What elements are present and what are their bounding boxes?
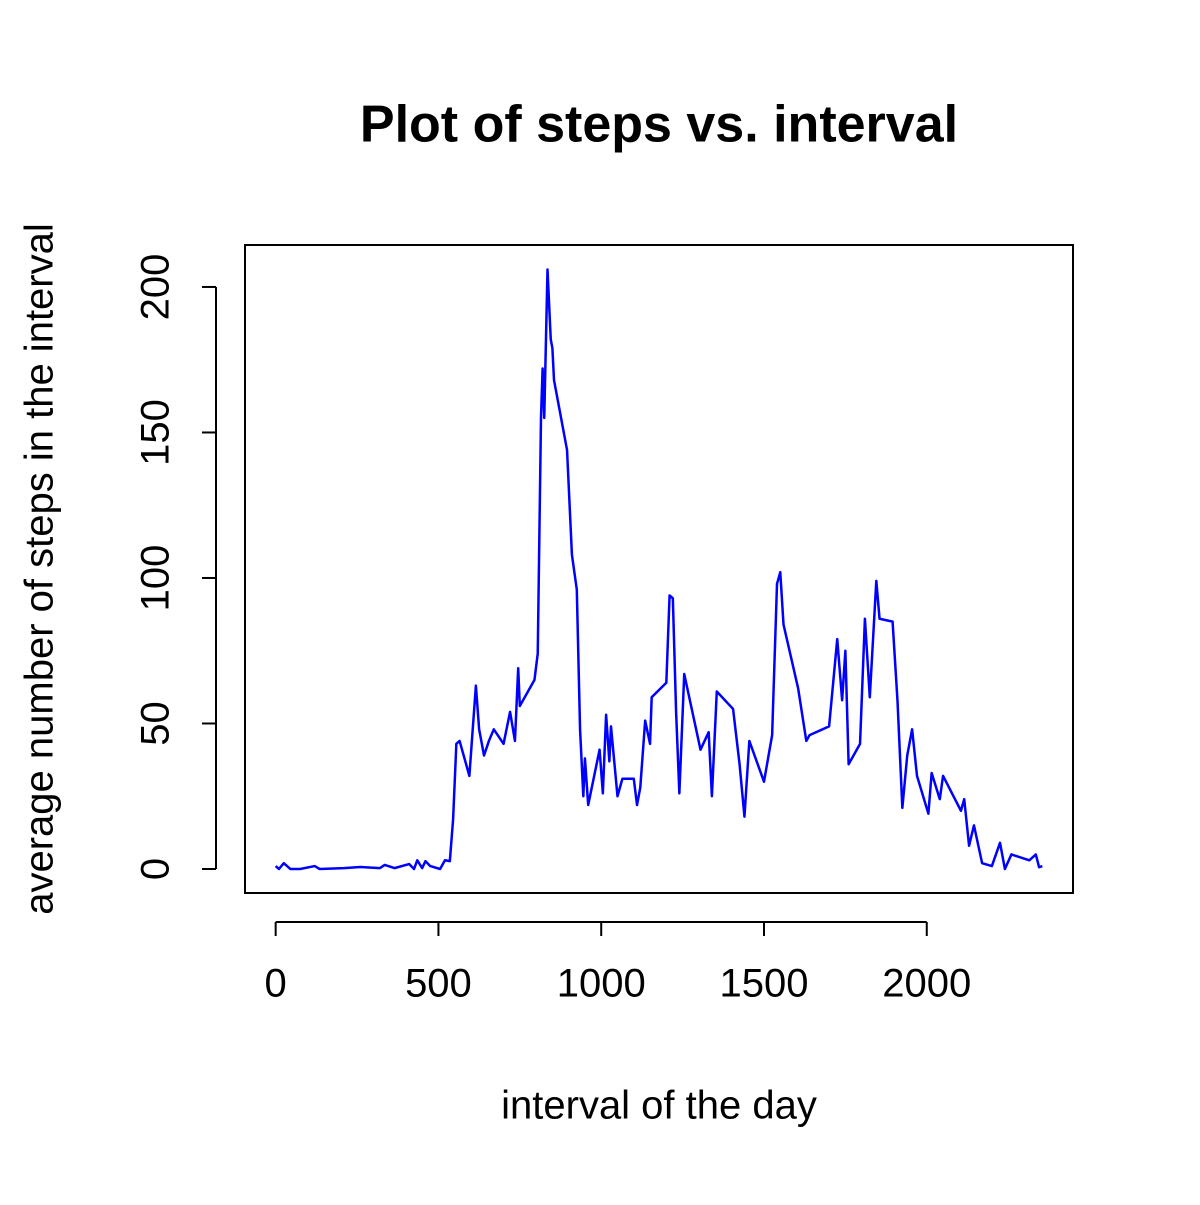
y-tick-label: 0	[134, 858, 178, 880]
plot-frame	[244, 244, 1074, 894]
x-tick-label: 1000	[557, 962, 646, 1006]
chart-title: Plot of steps vs. interval	[360, 96, 958, 154]
y-tick-label: 100	[134, 545, 178, 612]
x-tick-label: 500	[405, 962, 472, 1006]
y-tick-label: 150	[134, 399, 178, 466]
data-line	[274, 268, 1043, 871]
x-tick-label: 1500	[719, 962, 808, 1006]
x-tick-label: 2000	[882, 962, 971, 1006]
y-tick-label: 50	[134, 701, 178, 746]
y-tick-label: 200	[134, 254, 178, 321]
y-axis-label: average number of steps in the interval	[18, 223, 62, 915]
x-tick-label: 0	[265, 962, 287, 1006]
x-axis-label: interval of the day	[501, 1084, 817, 1128]
